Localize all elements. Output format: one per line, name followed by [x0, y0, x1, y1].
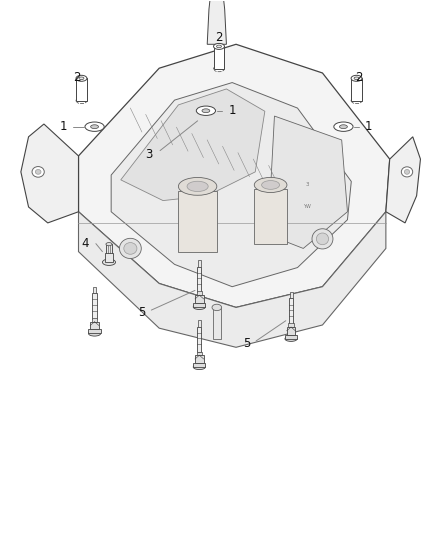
Bar — [93, 287, 96, 293]
Polygon shape — [111, 83, 351, 287]
Ellipse shape — [102, 259, 116, 265]
Bar — [195, 356, 204, 363]
Text: 1: 1 — [228, 104, 236, 117]
Bar — [197, 327, 201, 352]
Ellipse shape — [187, 181, 208, 191]
Ellipse shape — [351, 98, 362, 103]
Ellipse shape — [76, 98, 87, 103]
Bar — [197, 352, 202, 356]
Bar — [193, 303, 205, 307]
Ellipse shape — [88, 331, 101, 336]
Bar — [214, 46, 224, 69]
Ellipse shape — [261, 181, 279, 189]
Bar — [197, 266, 201, 292]
Polygon shape — [21, 124, 78, 223]
Ellipse shape — [339, 125, 347, 128]
Ellipse shape — [106, 243, 112, 246]
Text: 2: 2 — [355, 71, 363, 84]
Bar — [88, 329, 101, 334]
Ellipse shape — [404, 169, 410, 174]
Ellipse shape — [178, 177, 217, 195]
Ellipse shape — [76, 75, 87, 82]
Text: 4: 4 — [81, 237, 89, 250]
Ellipse shape — [202, 109, 210, 112]
Bar — [290, 292, 293, 298]
Ellipse shape — [316, 233, 328, 245]
Ellipse shape — [32, 166, 44, 177]
Ellipse shape — [212, 304, 222, 311]
Bar — [195, 295, 204, 303]
Ellipse shape — [312, 229, 333, 249]
Polygon shape — [386, 137, 420, 223]
Ellipse shape — [214, 66, 224, 72]
Ellipse shape — [193, 304, 205, 310]
Bar — [285, 335, 297, 339]
Bar — [198, 260, 201, 266]
Text: 1: 1 — [60, 120, 67, 133]
Bar — [105, 253, 113, 262]
Bar — [289, 298, 293, 324]
Bar — [198, 320, 201, 327]
Ellipse shape — [214, 43, 224, 50]
Bar — [193, 363, 205, 367]
Ellipse shape — [124, 243, 137, 254]
Ellipse shape — [79, 77, 84, 79]
Bar — [351, 78, 362, 101]
Polygon shape — [121, 89, 265, 200]
Bar — [76, 78, 87, 101]
Text: 1: 1 — [365, 120, 372, 133]
Ellipse shape — [285, 336, 297, 342]
Text: 3: 3 — [305, 182, 309, 187]
Ellipse shape — [401, 167, 413, 177]
Text: 2: 2 — [73, 71, 81, 84]
Bar — [287, 327, 295, 335]
Bar — [213, 308, 221, 340]
Bar — [92, 293, 97, 319]
Ellipse shape — [334, 122, 353, 131]
Bar — [254, 189, 287, 244]
Text: YW: YW — [303, 205, 311, 209]
Bar — [197, 292, 202, 295]
Bar — [90, 322, 99, 329]
Polygon shape — [78, 212, 386, 348]
Text: 2: 2 — [215, 31, 223, 44]
Polygon shape — [78, 44, 390, 308]
Bar — [92, 318, 97, 322]
Ellipse shape — [216, 45, 222, 48]
Polygon shape — [207, 0, 226, 44]
Ellipse shape — [85, 122, 104, 131]
Bar — [106, 244, 112, 253]
Ellipse shape — [354, 77, 359, 79]
Text: 5: 5 — [243, 337, 250, 350]
Ellipse shape — [193, 365, 205, 369]
Ellipse shape — [351, 75, 362, 82]
Ellipse shape — [120, 238, 141, 259]
Text: 3: 3 — [145, 148, 153, 161]
Ellipse shape — [196, 106, 215, 116]
Polygon shape — [271, 116, 347, 248]
Bar — [178, 191, 217, 253]
Bar — [288, 324, 294, 327]
Ellipse shape — [254, 177, 287, 192]
Text: 5: 5 — [138, 306, 145, 319]
Ellipse shape — [91, 125, 99, 128]
Ellipse shape — [35, 169, 41, 174]
